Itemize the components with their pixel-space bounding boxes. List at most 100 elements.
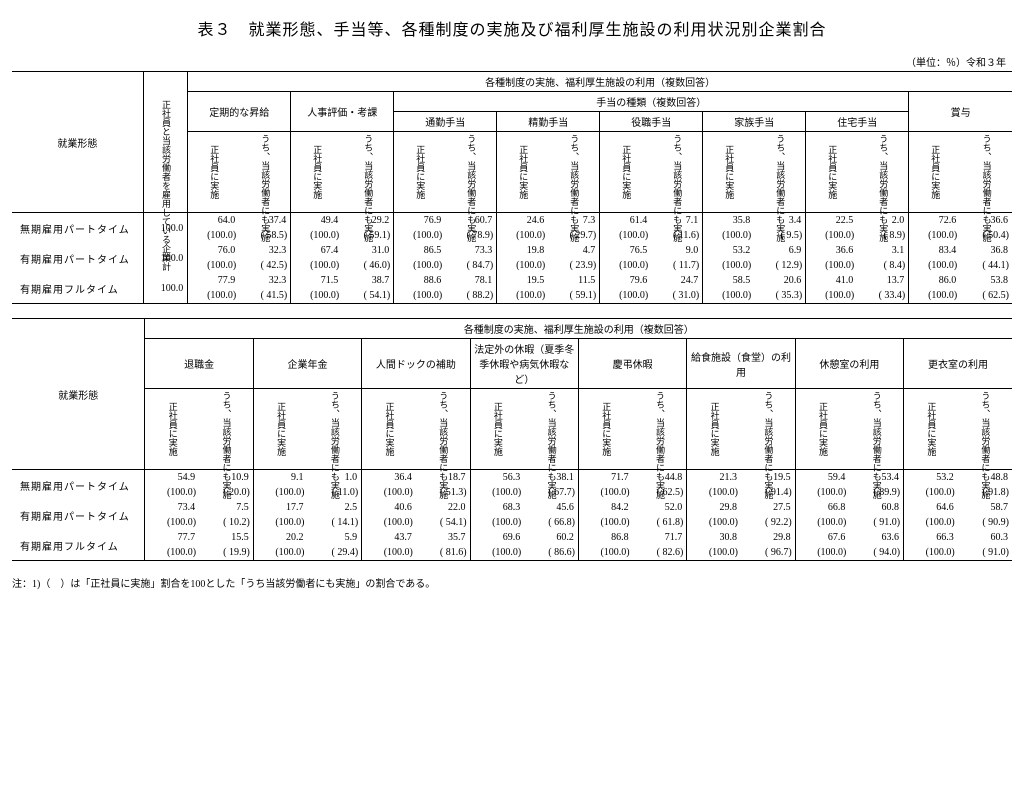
th-g2-2: 人間ドックの補助 xyxy=(362,339,470,389)
th-col-a: 正社員に実施 xyxy=(600,391,611,467)
cell: 4.7 xyxy=(548,243,600,258)
cell: 66.8 xyxy=(795,500,849,515)
th-col-b: うち、当該労働者にも実施 xyxy=(568,134,579,210)
cell-paren: (100.0) xyxy=(291,258,343,273)
th-col-b: うち、当該労働者にも実施 xyxy=(465,134,476,210)
cell: 30.8 xyxy=(687,530,741,545)
cell: 77.9 xyxy=(188,273,240,288)
cell: 60.8 xyxy=(849,500,903,515)
cell: 60.2 xyxy=(524,530,578,545)
th-g2-7: 更衣室の利用 xyxy=(904,339,1012,389)
cell: 24.6 xyxy=(497,213,549,229)
cell: 73.4 xyxy=(145,500,199,515)
row-label: 有期雇用パートタイム xyxy=(12,243,143,273)
cell-paren: ( 62.5) xyxy=(633,485,687,500)
footnote: 注：1)（ ）は「正社員に実施」割合を100とした「うち当該労働者にも実施」の割… xyxy=(12,575,1012,590)
cell: 67.6 xyxy=(795,530,849,545)
cell: 64.6 xyxy=(904,500,958,515)
cell-paren: (100.0) xyxy=(291,288,343,304)
th2-systems: 各種制度の実施、福利厚生施設の利用（複数回答） xyxy=(145,319,1012,339)
cell-paren: ( 61.8) xyxy=(633,515,687,530)
cell-paren: ( 33.4) xyxy=(857,288,909,304)
cell: 73.3 xyxy=(445,243,497,258)
cell-paren: (100.0) xyxy=(904,515,958,530)
th-g1-5: 家族手当 xyxy=(703,112,806,132)
cell: 83.4 xyxy=(909,243,961,258)
cell-paren: ( 89.9) xyxy=(849,485,903,500)
cell-paren: ( 90.9) xyxy=(958,515,1012,530)
cell-paren: (100.0) xyxy=(703,258,755,273)
cell-paren: (100.0) xyxy=(687,485,741,500)
cell-paren: ( 94.0) xyxy=(849,545,903,561)
cell-paren: (100.0) xyxy=(795,515,849,530)
cell-paren: (100.0) xyxy=(253,515,307,530)
cell-paren: (100.0) xyxy=(145,545,199,561)
cell-paren: ( 91.0) xyxy=(849,515,903,530)
cell-paren: ( 54.1) xyxy=(342,288,394,304)
cell: 3.1 xyxy=(857,243,909,258)
cell-paren: ( 23.9) xyxy=(548,258,600,273)
cell-paren: ( 14.1) xyxy=(307,515,361,530)
cell: 49.4 xyxy=(291,213,343,229)
th-col-a: 正社員に実施 xyxy=(517,134,528,210)
cell: 79.6 xyxy=(600,273,652,288)
th-col-b: うち、当該労働者にも実施 xyxy=(979,391,990,467)
cell-paren: (100.0) xyxy=(600,228,652,243)
cell: 76.5 xyxy=(600,243,652,258)
th-g2-3: 法定外の休暇（夏季冬季休暇や病気休暇など） xyxy=(470,339,578,389)
th-col-a: 正社員に実施 xyxy=(826,134,837,210)
cell-paren: ( 29.4) xyxy=(307,545,361,561)
th-col-b: うち、当該労働者にも実施 xyxy=(877,134,888,210)
cell: 64.0 xyxy=(188,213,240,229)
cell: 84.2 xyxy=(578,500,632,515)
cell: 69.6 xyxy=(470,530,524,545)
row-label: 無期雇用パートタイム xyxy=(12,213,143,244)
cell: 15.5 xyxy=(199,530,253,545)
cell-paren: (100.0) xyxy=(703,228,755,243)
cell: 20.6 xyxy=(754,273,806,288)
cell: 11.5 xyxy=(548,273,600,288)
th2-employment-form: 就業形態 xyxy=(12,319,145,470)
cell: 76.9 xyxy=(394,213,446,229)
cell-paren: ( 67.7) xyxy=(524,485,578,500)
cell-paren: (100.0) xyxy=(806,258,858,273)
cell-paren: ( 29.7) xyxy=(548,228,600,243)
row-label: 有期雇用パートタイム xyxy=(12,500,145,530)
cell: 5.9 xyxy=(307,530,361,545)
cell-paren: (100.0) xyxy=(497,228,549,243)
cell-paren: (100.0) xyxy=(394,228,446,243)
th-g2-1: 企業年金 xyxy=(253,339,361,389)
th-g2-4: 慶弔休暇 xyxy=(578,339,686,389)
th-col-b: うち、当該労働者にも実施 xyxy=(762,391,773,467)
cell-paren: ( 20.0) xyxy=(199,485,253,500)
cell: 40.6 xyxy=(362,500,416,515)
cell: 63.6 xyxy=(849,530,903,545)
cell: 68.3 xyxy=(470,500,524,515)
th-col-b: うち、当該労働者にも実施 xyxy=(981,134,992,210)
cell-paren: ( 19.9) xyxy=(199,545,253,561)
cell-paren: ( 96.7) xyxy=(741,545,795,561)
th-col-a: 正社員に実施 xyxy=(167,391,178,467)
cell: 71.7 xyxy=(578,470,632,486)
cell: 53.8 xyxy=(960,273,1012,288)
cell: 29.8 xyxy=(741,530,795,545)
cell: 36.8 xyxy=(960,243,1012,258)
cell: 71.7 xyxy=(633,530,687,545)
cell: 24.7 xyxy=(651,273,703,288)
cell: 78.1 xyxy=(445,273,497,288)
cell-paren: ( 10.2) xyxy=(199,515,253,530)
cell: 52.0 xyxy=(633,500,687,515)
cell-paren: (100.0) xyxy=(291,228,343,243)
row-label: 無期雇用パートタイム xyxy=(12,470,145,501)
cell-paren: (100.0) xyxy=(497,258,549,273)
th-col-b: うち、当該労働者にも実施 xyxy=(259,134,270,210)
th-col-b: うち、当該労働者にも実施 xyxy=(871,391,882,467)
th-allowance-types: 手当の種類（複数回答） xyxy=(394,92,909,112)
cell-paren: ( 11.0) xyxy=(307,485,361,500)
cell-paren: (100.0) xyxy=(904,485,958,500)
th-g1-6: 住宅手当 xyxy=(806,112,909,132)
cell-paren: ( 42.5) xyxy=(239,258,291,273)
cell: 2.5 xyxy=(307,500,361,515)
cell: 86.0 xyxy=(909,273,961,288)
th-g2-5: 給食施設（食堂）の利用 xyxy=(687,339,795,389)
